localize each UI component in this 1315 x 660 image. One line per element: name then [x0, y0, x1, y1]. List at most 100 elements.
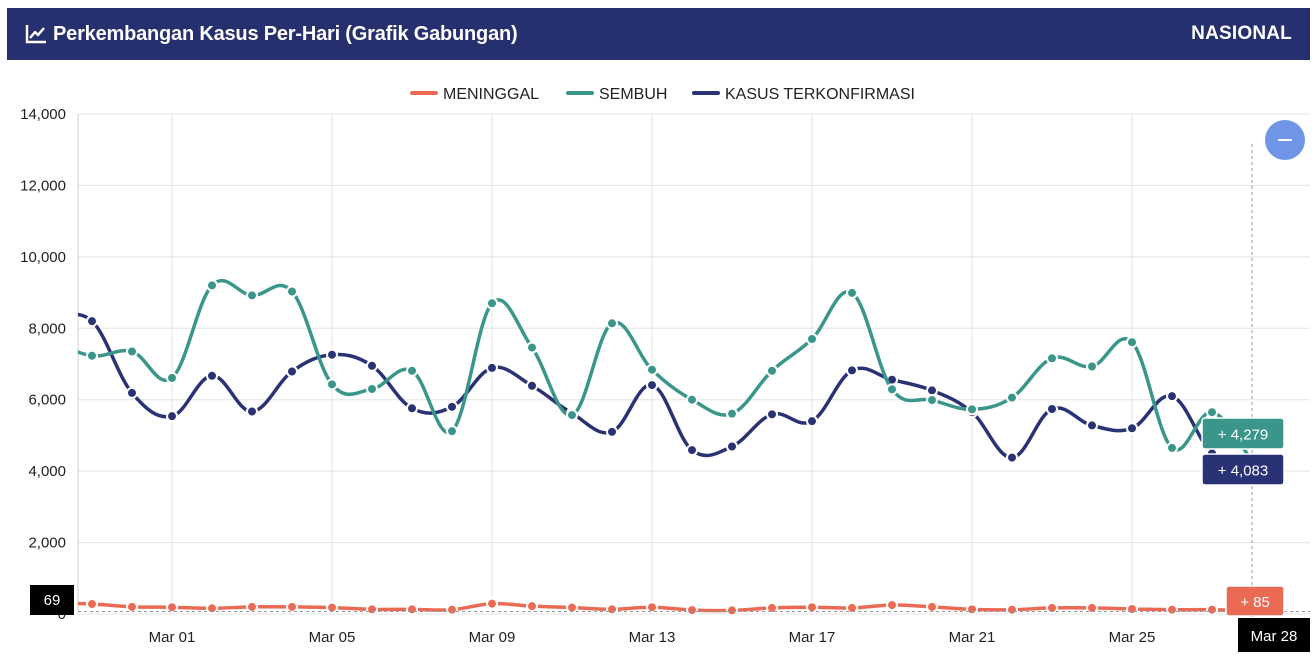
legend: MENINGGAL SEMBUH KASUS TERKONFIRMASI	[410, 86, 915, 103]
data-point-sembuh	[606, 317, 618, 330]
legend-label: KASUS TERKONFIRMASI	[725, 86, 915, 103]
data-point-sembuh	[486, 297, 498, 310]
data-point-meninggal	[446, 603, 458, 616]
data-point-terkonfirmasi	[806, 415, 818, 428]
data-point-terkonfirmasi	[846, 364, 858, 377]
data-point-terkonfirmasi	[526, 379, 538, 392]
x-tick-label: Mar 13	[629, 629, 676, 646]
data-point-meninggal	[726, 604, 738, 617]
data-point-sembuh	[646, 363, 658, 376]
data-point-sembuh	[766, 364, 778, 377]
data-point-meninggal	[1126, 603, 1138, 615]
data-point-sembuh	[966, 403, 978, 416]
data-point-sembuh	[366, 383, 378, 395]
tooltip-label: + 85	[1240, 594, 1270, 611]
data-point-sembuh	[1206, 406, 1218, 419]
data-point-sembuh	[566, 409, 578, 422]
x-tick-label: Mar 05	[309, 629, 356, 646]
x-tick-label: Mar 09	[469, 629, 516, 646]
y-tick-label: 4,000	[28, 463, 66, 480]
data-point-meninggal	[926, 600, 938, 613]
data-point-sembuh	[246, 289, 258, 302]
data-point-meninggal	[246, 600, 258, 613]
legend-label: MENINGGAL	[443, 86, 539, 103]
data-point-meninggal	[806, 601, 818, 614]
data-point-terkonfirmasi	[446, 400, 458, 413]
tooltip-box	[1201, 417, 1285, 450]
tooltip-terkonfirmasi: + 4,083	[1201, 453, 1285, 486]
crosshair-y-text: 69	[44, 592, 61, 609]
data-point-meninggal	[1206, 603, 1218, 616]
data-point-terkonfirmasi	[366, 359, 378, 372]
grid-lines	[78, 113, 1310, 615]
data-point-sembuh	[1166, 441, 1178, 454]
y-tick-label: 8,000	[28, 320, 66, 337]
legend-label: SEMBUH	[599, 86, 667, 103]
y-tick-label: 14,000	[20, 106, 66, 123]
data-point-terkonfirmasi	[1126, 422, 1138, 435]
data-point-sembuh	[166, 371, 178, 384]
data-point-meninggal	[166, 601, 178, 614]
data-point-terkonfirmasi	[326, 348, 338, 361]
data-point-sembuh	[726, 407, 738, 420]
data-point-terkonfirmasi	[126, 386, 138, 399]
y-tick-label: 12,000	[20, 177, 66, 194]
data-point-terkonfirmasi	[286, 365, 298, 378]
data-point-meninggal	[286, 600, 298, 613]
crosshair-x-box	[1238, 618, 1310, 652]
tooltip-sembuh: + 4,279	[1201, 417, 1285, 450]
data-point-meninggal	[326, 601, 338, 614]
data-point-sembuh	[206, 279, 218, 292]
data-point-meninggal	[766, 601, 778, 614]
data-point-meninggal	[366, 603, 378, 616]
data-point-terkonfirmasi	[926, 384, 938, 397]
crosshair-y-box	[30, 585, 74, 615]
data-point-meninggal	[686, 604, 698, 617]
data-point-meninggal	[1086, 601, 1098, 614]
x-tick-label: Mar 25	[1109, 629, 1156, 646]
data-point-meninggal	[1046, 601, 1058, 614]
tooltip-meninggal: + 85	[1225, 585, 1285, 617]
data-point-meninggal	[966, 603, 978, 616]
crosshair-x-text: Mar 28	[1251, 628, 1298, 645]
data-point-meninggal	[1006, 603, 1018, 616]
data-point-terkonfirmasi	[486, 361, 498, 374]
data-point-sembuh	[846, 286, 858, 299]
data-point-meninggal	[646, 601, 658, 614]
series-sembuh	[78, 278, 1260, 470]
zoom-out-button[interactable]	[1265, 120, 1305, 160]
line-chart-icon	[25, 25, 46, 44]
tooltip-box	[1201, 453, 1285, 486]
data-point-meninggal	[86, 598, 98, 610]
data-point-meninggal	[406, 603, 418, 616]
chart-title: Perkembangan Kasus Per-Hari (Grafik Gabu…	[53, 22, 518, 45]
tooltip-label: + 4,279	[1218, 427, 1268, 444]
data-point-meninggal	[206, 602, 218, 615]
data-point-terkonfirmasi	[766, 408, 778, 421]
tooltip-box	[1225, 585, 1285, 617]
data-point-meninggal	[566, 601, 578, 614]
combined-line-chart: 02,0004,0006,0008,00010,00012,00014,000M…	[20, 86, 1310, 652]
y-tick-label: 6,000	[28, 392, 66, 409]
data-point-meninggal	[606, 603, 618, 616]
data-point-sembuh	[406, 364, 418, 377]
data-point-sembuh	[126, 345, 138, 358]
data-point-terkonfirmasi	[246, 405, 258, 418]
data-point-terkonfirmasi	[166, 410, 178, 423]
data-point-terkonfirmasi	[726, 440, 738, 453]
tooltip-label: + 4,083	[1218, 463, 1268, 480]
data-point-terkonfirmasi	[206, 369, 218, 382]
data-point-sembuh	[1126, 336, 1138, 349]
data-point-sembuh	[686, 393, 698, 406]
series-terkonfirmasi	[78, 312, 1260, 477]
data-point-meninggal	[886, 599, 898, 612]
x-tick-label: Mar 17	[789, 629, 836, 646]
data-point-sembuh	[526, 341, 538, 354]
series-meninggal	[78, 597, 1260, 619]
data-point-sembuh	[1086, 360, 1098, 373]
data-point-terkonfirmasi	[406, 402, 418, 415]
scope-label[interactable]: NASIONAL	[1191, 23, 1292, 44]
data-point-terkonfirmasi	[86, 315, 98, 328]
data-point-sembuh	[86, 349, 98, 362]
data-point-terkonfirmasi	[1166, 390, 1178, 403]
